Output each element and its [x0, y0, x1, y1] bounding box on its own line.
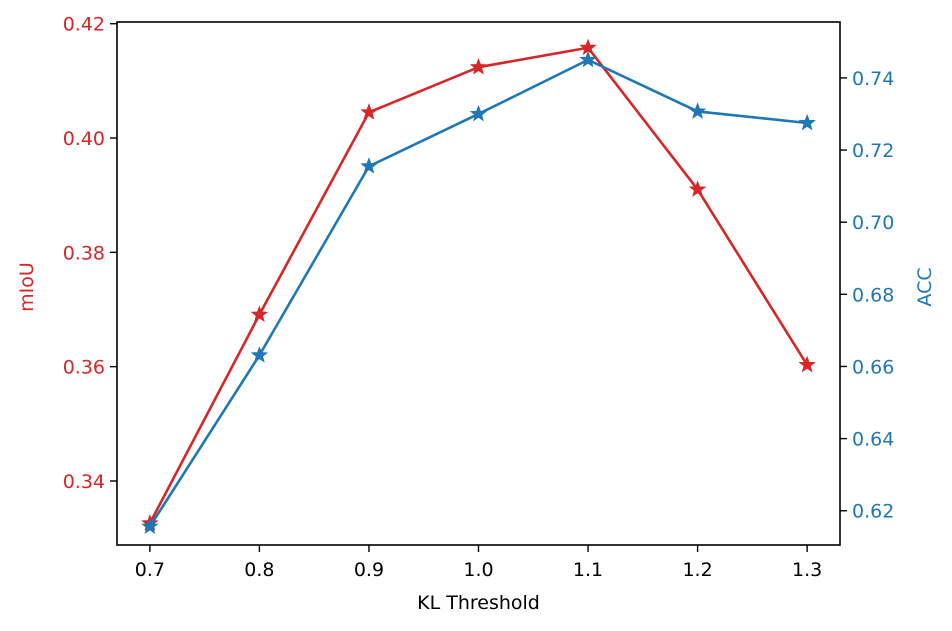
x-tick-label: 0.9	[354, 559, 384, 581]
right-y-tick-label: 0.74	[852, 68, 894, 90]
right-y-axis: 0.62 0.64 0.66 0.68 0.70 0.72 0.74	[840, 68, 894, 523]
right-y-axis-label: ACC	[914, 267, 936, 306]
acc-series-line	[148, 58, 808, 528]
acc-star-marker	[798, 113, 816, 131]
left-y-axis-label: mIoU	[16, 262, 38, 312]
acc-star-marker	[360, 157, 378, 174]
acc-star-marker	[141, 517, 159, 535]
right-y-tick-label: 0.66	[852, 356, 894, 378]
plot-frame	[116, 21, 841, 546]
miou-star-marker	[688, 180, 707, 197]
acc-star-marker	[250, 346, 269, 363]
left-y-tick-label: 0.38	[63, 242, 105, 264]
right-y-tick-label: 0.68	[852, 284, 894, 306]
acc-star-marker	[579, 50, 597, 68]
right-y-tick-label: 0.64	[852, 429, 894, 451]
x-axis-label: KL Threshold	[417, 592, 540, 614]
x-axis: 0.7 0.8 0.9 1.0 1.1 1.2 1.3	[135, 545, 822, 581]
right-y-tick-label: 0.62	[852, 501, 894, 523]
right-y-tick-label: 0.72	[852, 140, 894, 162]
acc-star-marker	[688, 102, 707, 119]
miou-star-marker	[250, 305, 269, 323]
x-tick-label: 1.1	[573, 559, 603, 581]
x-tick-label: 1.3	[792, 559, 822, 581]
left-y-tick-label: 0.36	[63, 357, 105, 379]
left-y-tick-label: 0.42	[63, 14, 105, 36]
x-tick-label: 0.7	[135, 559, 165, 581]
series-layer	[141, 38, 816, 535]
miou-star-marker	[798, 355, 816, 373]
acc-star-marker	[469, 104, 488, 122]
miou-star-marker	[360, 103, 378, 120]
left-y-tick-label: 0.34	[63, 471, 105, 493]
left-y-axis: 0.34 0.36 0.38 0.40 0.42	[63, 14, 117, 493]
x-tick-label: 0.8	[244, 559, 274, 581]
x-tick-label: 1.2	[682, 559, 712, 581]
left-y-tick-label: 0.40	[63, 128, 105, 150]
miou-star-marker	[469, 58, 488, 75]
miou-series-line	[148, 46, 809, 524]
right-y-tick-label: 0.70	[852, 212, 894, 234]
x-tick-label: 1.0	[463, 559, 493, 581]
